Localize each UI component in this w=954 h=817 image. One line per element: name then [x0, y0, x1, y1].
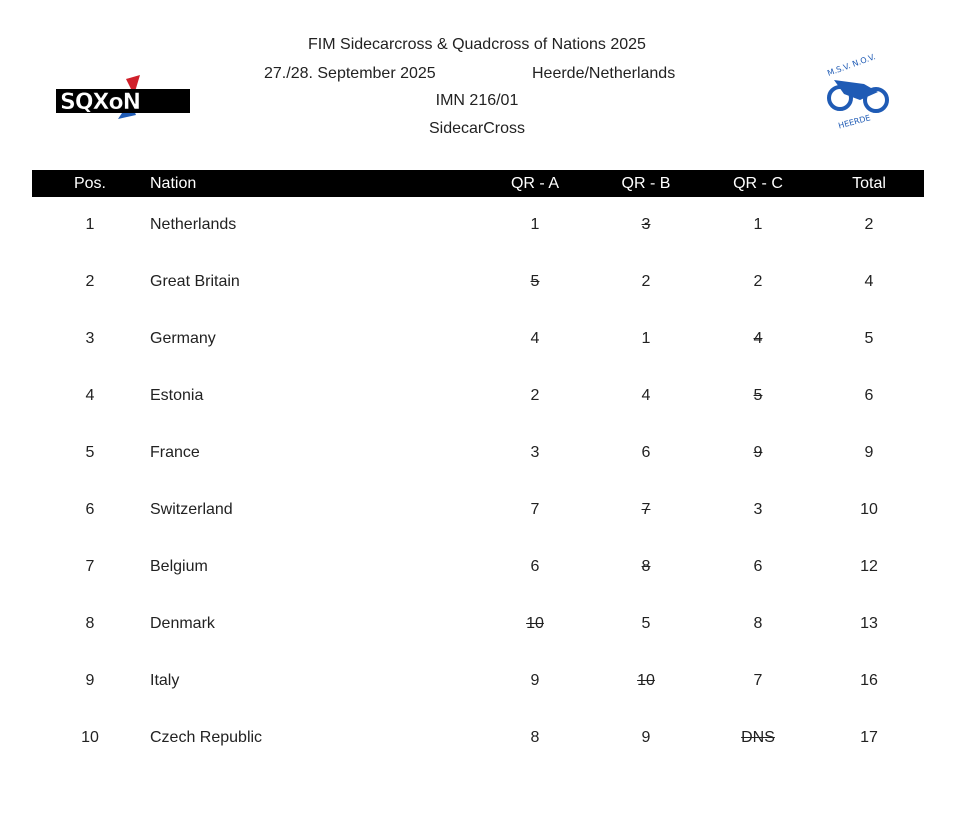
event-date: 27./28. September 2025: [264, 65, 436, 82]
total-cell: 5: [864, 330, 874, 347]
qr-b-cell: 6: [641, 444, 651, 461]
total-cell: 17: [860, 729, 878, 746]
table-row: 10 Czech Republic 8 9 DNS 17: [0, 729, 954, 753]
column-header-qr-b: QR - B: [621, 175, 671, 192]
qr-c-cell: 1: [753, 216, 763, 233]
column-header-nation: Nation: [150, 175, 197, 192]
position-cell: 10: [81, 729, 99, 746]
column-header-total: Total: [852, 175, 886, 192]
qr-c-cell-dropped: DNS: [741, 729, 775, 746]
position-cell: 8: [85, 615, 95, 632]
total-cell: 2: [864, 216, 874, 233]
position-cell: 2: [85, 273, 95, 290]
qr-c-cell: 2: [753, 273, 763, 290]
event-venue: Heerde/Netherlands: [532, 65, 676, 82]
total-cell: 12: [860, 558, 878, 575]
table-row: 6 Switzerland 7 7 3 10: [0, 501, 954, 525]
total-cell: 13: [860, 615, 878, 632]
qr-c-cell-dropped: 9: [753, 444, 763, 461]
nation-cell: Italy: [150, 672, 180, 689]
event-title: FIM Sidecarcross & Quadcross of Nations …: [308, 36, 646, 53]
qr-a-cell-dropped: 5: [530, 273, 540, 290]
qr-a-cell: 3: [530, 444, 540, 461]
qr-b-cell-dropped: 7: [641, 501, 651, 518]
qr-b-cell: 9: [641, 729, 651, 746]
total-cell: 16: [860, 672, 878, 689]
table-row: 9 Italy 9 10 7 16: [0, 672, 954, 696]
nation-cell: Estonia: [150, 387, 204, 404]
position-cell: 1: [85, 216, 95, 233]
qr-c-cell: 8: [753, 615, 763, 632]
event-code: IMN 216/01: [435, 92, 519, 109]
total-cell: 10: [860, 501, 878, 518]
nation-cell: Great Britain: [150, 273, 240, 290]
nation-cell: Germany: [150, 330, 216, 347]
nation-cell: Denmark: [150, 615, 215, 632]
qr-c-cell-dropped: 5: [753, 387, 763, 404]
qr-c-cell-dropped: 4: [753, 330, 763, 347]
qr-a-cell: 9: [530, 672, 540, 689]
total-cell: 4: [864, 273, 874, 290]
nation-cell: France: [150, 444, 200, 461]
total-cell: 6: [864, 387, 874, 404]
table-row: 3 Germany 4 1 4 5: [0, 330, 954, 354]
qr-b-cell-dropped: 3: [641, 216, 651, 233]
position-cell: 7: [85, 558, 95, 575]
nation-cell: Netherlands: [150, 216, 237, 233]
qr-a-cell: 2: [530, 387, 540, 404]
table-row: 8 Denmark 10 5 8 13: [0, 615, 954, 639]
qr-b-cell: 2: [641, 273, 651, 290]
event-class: SidecarCross: [428, 120, 526, 137]
qr-a-cell: 6: [530, 558, 540, 575]
table-row: 2 Great Britain 5 2 2 4: [0, 273, 954, 297]
qr-c-cell: 3: [753, 501, 763, 518]
position-cell: 9: [85, 672, 95, 689]
qr-b-cell: 1: [641, 330, 651, 347]
qr-a-cell-dropped: 10: [526, 615, 544, 632]
svg-text:HEERDE: HEERDE: [837, 113, 871, 130]
qr-a-cell: 8: [530, 729, 540, 746]
qr-c-cell: 6: [753, 558, 763, 575]
msv-nov-heerde-logo: M.S.V. N.O.V. HEERDE: [826, 52, 889, 130]
qr-b-cell-dropped: 10: [637, 672, 655, 689]
table-row: 1 Netherlands 1 3 1 2: [0, 216, 954, 240]
position-cell: 3: [85, 330, 95, 347]
table-row: 4 Estonia 2 4 5 6: [0, 387, 954, 411]
sqxon-logo: SQXoN: [56, 75, 190, 119]
qr-b-cell: 5: [641, 615, 651, 632]
column-header-qr-a: QR - A: [510, 175, 559, 192]
nation-cell: Czech Republic: [150, 729, 263, 746]
position-cell: 5: [85, 444, 95, 461]
table-row: 7 Belgium 6 8 6 12: [0, 558, 954, 582]
column-header-qr-c: QR - C: [733, 175, 783, 192]
nation-cell: Switzerland: [150, 501, 233, 518]
qr-c-cell: 7: [753, 672, 763, 689]
column-header-pos: Pos.: [73, 175, 106, 192]
position-cell: 4: [85, 387, 95, 404]
table-header: Pos. Nation QR - A QR - B QR - C Total: [32, 170, 924, 197]
qr-a-cell: 1: [530, 216, 540, 233]
svg-text:M.S.V. N.O.V.: M.S.V. N.O.V.: [826, 52, 877, 78]
svg-text:SQXoN: SQXoN: [60, 90, 140, 115]
qr-b-cell: 4: [641, 387, 651, 404]
position-cell: 6: [85, 501, 95, 518]
qr-a-cell: 4: [530, 330, 540, 347]
qr-a-cell: 7: [530, 501, 540, 518]
table-row: 5 France 3 6 9 9: [0, 444, 954, 468]
qr-b-cell-dropped: 8: [641, 558, 651, 575]
nation-cell: Belgium: [150, 558, 208, 575]
total-cell: 9: [864, 444, 874, 461]
